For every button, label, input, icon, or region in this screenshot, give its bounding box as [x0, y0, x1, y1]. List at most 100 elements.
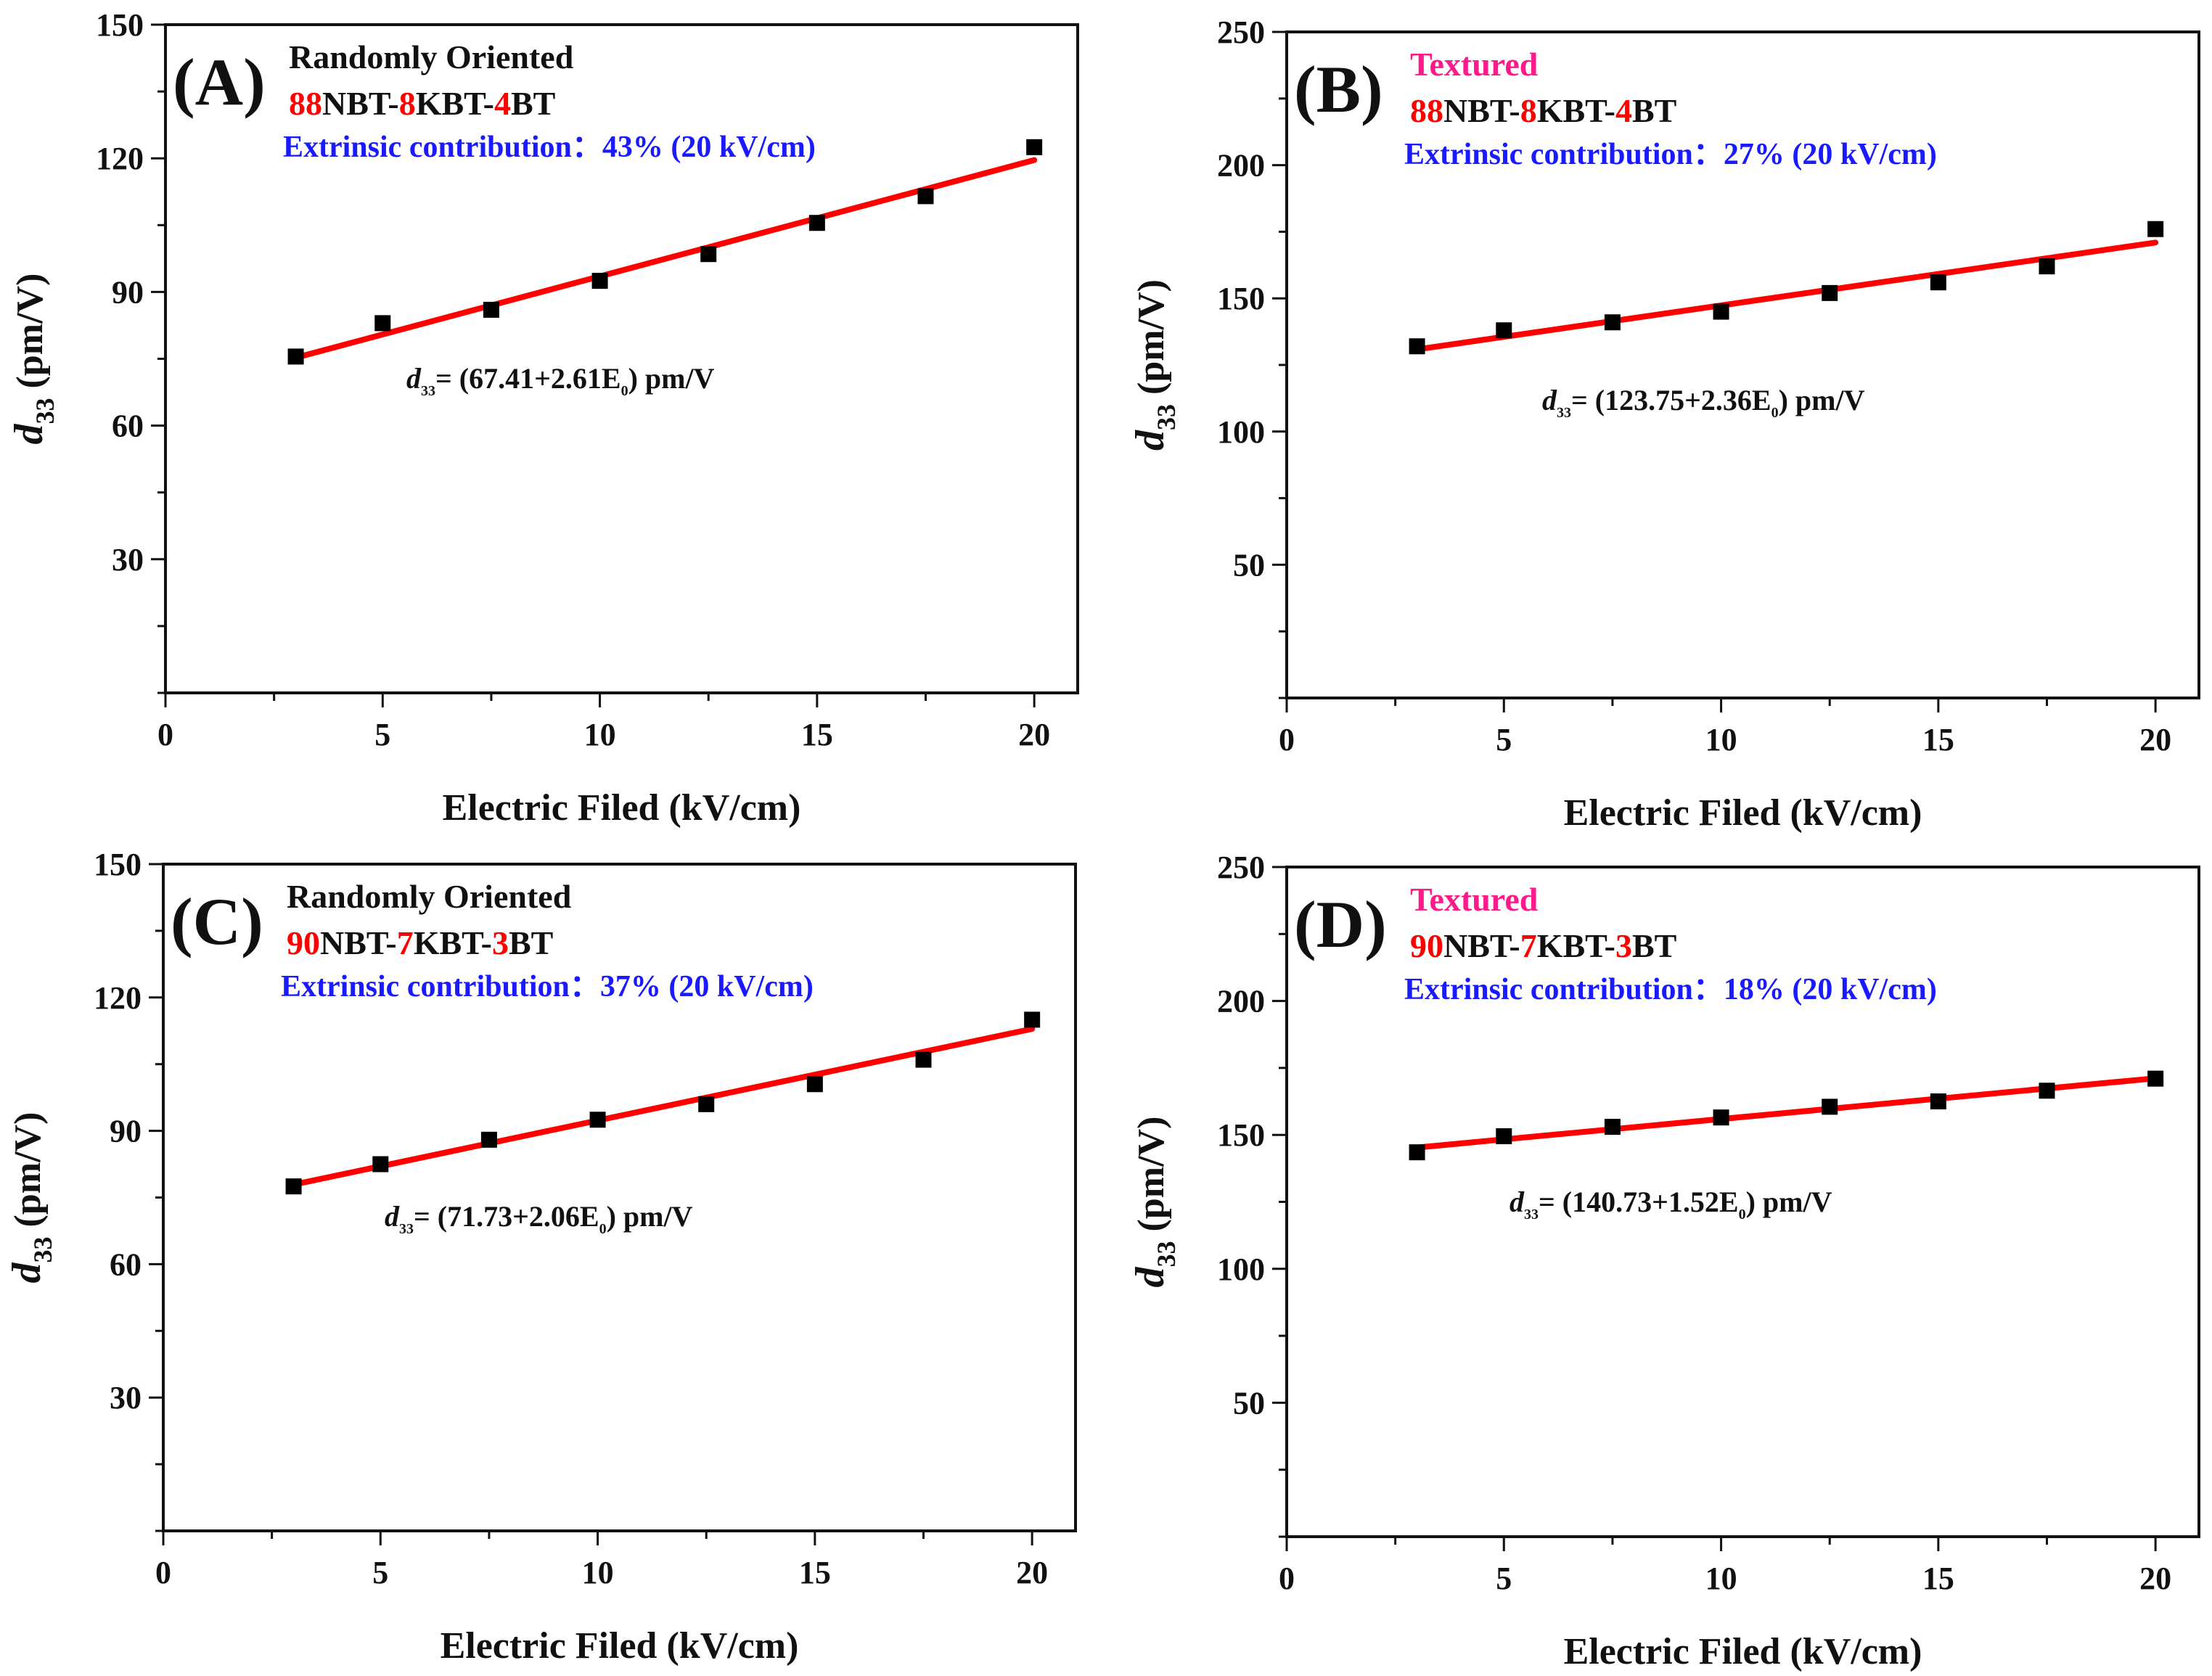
- x-axis-title: Electric Filed (kV/cm): [1564, 792, 1922, 834]
- x-tick-label: 15: [1922, 1561, 1954, 1596]
- data-point: [591, 273, 608, 289]
- x-axis-title: Electric Filed (kV/cm): [443, 787, 801, 829]
- plot-frame: [162, 863, 1077, 1532]
- panel-label: (C): [171, 884, 263, 958]
- x-tick-label: 15: [1922, 722, 1954, 757]
- fit-equation: d33= (71.73+2.06E0) pm/V: [385, 1200, 693, 1237]
- data-point: [2039, 258, 2055, 275]
- x-axis-title: Electric Filed (kV/cm): [1564, 1631, 1922, 1672]
- panel-title: Textured: [1410, 46, 1539, 83]
- composition-segment: NBT-: [320, 924, 397, 961]
- composition-segment: NBT-: [1443, 92, 1520, 129]
- data-point: [1713, 1109, 1729, 1126]
- y-tick-label: 30: [112, 542, 144, 578]
- fit-equation: d33= (140.73+1.52E0) pm/V: [1510, 1186, 1832, 1223]
- x-tick-label: 0: [1279, 1561, 1295, 1596]
- extrinsic-contribution: Extrinsic contribution：27% (20 kV/cm): [1404, 138, 1937, 171]
- panel-d: 0 5 10 15 20 50 100 150 200 250 Electric Filed (kV…: [1128, 850, 2200, 1672]
- y-axis-title-symbol: d: [4, 1262, 49, 1283]
- y-axis-title-symbol: d: [1128, 430, 1173, 451]
- equation-unit: ) pm/V: [1746, 1186, 1832, 1218]
- composition-segment: 7: [397, 924, 414, 961]
- composition-label: 88NBT-8KBT-4BT: [289, 85, 555, 122]
- equation-symbol: d: [406, 362, 422, 395]
- composition-label: 88NBT-8KBT-4BT: [1410, 92, 1676, 129]
- x-tick-label: 20: [1018, 717, 1050, 752]
- equation-symbol: d: [1542, 384, 1557, 416]
- composition-segment: 4: [1615, 92, 1632, 129]
- y-axis-title: d33 (pm/V): [7, 274, 60, 445]
- composition-segment: 90: [287, 924, 320, 961]
- data-point: [1713, 303, 1729, 320]
- data-point: [589, 1112, 606, 1128]
- x-tick-label: 5: [374, 717, 390, 752]
- data-point: [285, 1178, 302, 1195]
- panel-title: Randomly Oriented: [287, 878, 572, 915]
- data-point: [1822, 1098, 1838, 1115]
- x-tick-label: 5: [1496, 1561, 1512, 1596]
- panel-b: 0 5 10 15 20 50 100 150 200 250 Electric Filed (kV…: [1128, 15, 2200, 834]
- y-tick-label: 150: [94, 847, 142, 882]
- y-axis-title-unit: (pm/V): [9, 274, 51, 398]
- composition-segment: BT: [509, 924, 553, 961]
- composition-segment: 7: [1520, 927, 1537, 964]
- y-tick-label: 250: [1217, 15, 1265, 50]
- plot-frame: [1285, 866, 2200, 1538]
- panel-label: (A): [173, 45, 266, 119]
- extrinsic-contribution: Extrinsic contribution：18% (20 kV/cm): [1404, 973, 1937, 1006]
- data-point: [1930, 274, 1946, 291]
- x-tick-label: 15: [799, 1555, 831, 1590]
- y-axis-title-unit: (pm/V): [1131, 279, 1172, 404]
- composition-segment: NBT-: [1443, 927, 1520, 964]
- y-axis-title-unit: (pm/V): [7, 1112, 49, 1237]
- fit-equation: d33= (67.41+2.61E0) pm/V: [406, 362, 715, 399]
- fit-line: [292, 157, 1038, 361]
- composition-segment: 4: [494, 85, 511, 122]
- data-point: [2147, 1070, 2164, 1087]
- y-tick-label: 100: [1217, 414, 1265, 450]
- y-axis-title-subscript: 33: [1152, 1241, 1181, 1267]
- y-axis-title-unit: (pm/V): [1131, 1117, 1172, 1241]
- data-point: [372, 1156, 389, 1172]
- y-tick-label: 60: [112, 408, 144, 444]
- y-tick-label: 90: [112, 274, 144, 310]
- data-point: [917, 188, 934, 205]
- composition-label: 90NBT-7KBT-3BT: [1410, 927, 1676, 964]
- equation-symbol: d: [1510, 1186, 1525, 1218]
- y-tick-label: 100: [1217, 1252, 1265, 1287]
- plot-frame: [1285, 30, 2200, 699]
- x-axis-title: Electric Filed (kV/cm): [441, 1625, 799, 1667]
- y-tick-label: 60: [110, 1246, 142, 1282]
- y-axis-title: d33 (pm/V): [4, 1112, 57, 1283]
- data-point: [1604, 1119, 1621, 1135]
- x-tick-label: 10: [1705, 722, 1737, 757]
- data-point: [374, 315, 391, 332]
- equation-subscript: 33: [399, 1221, 414, 1237]
- x-tick-label: 0: [157, 717, 173, 752]
- data-point: [1024, 1011, 1041, 1028]
- x-tick-label: 20: [2139, 722, 2171, 757]
- panel-a: 0 5 10 15 20 30 60 90 120 150 Electric Filed (kV/c…: [7, 7, 1079, 829]
- y-tick-label: 150: [1217, 281, 1265, 316]
- y-tick-label: 120: [96, 141, 144, 176]
- equation-unit: ) pm/V: [628, 362, 715, 395]
- x-tick-label: 0: [155, 1555, 171, 1590]
- x-tick-label: 10: [584, 717, 616, 752]
- data-point: [1496, 322, 1512, 339]
- data-point: [806, 1076, 823, 1093]
- composition-segment: KBT-: [416, 85, 494, 122]
- composition-label: 90NBT-7KBT-3BT: [287, 924, 553, 961]
- y-axis-title: d33 (pm/V): [1128, 1117, 1181, 1288]
- equation-subscript: 0: [621, 383, 628, 399]
- y-tick-label: 50: [1233, 547, 1265, 583]
- y-axis-title: d33 (pm/V): [1128, 279, 1181, 451]
- composition-segment: BT: [1632, 92, 1676, 129]
- equation-subscript: 0: [599, 1221, 607, 1237]
- data-point: [698, 1096, 715, 1112]
- equation-body: = (123.75+2.36E: [1571, 384, 1771, 416]
- equation-subscript: 33: [1557, 405, 1571, 421]
- data-point: [700, 246, 717, 263]
- y-axis-title-subscript: 33: [30, 398, 60, 424]
- equation-body: = (67.41+2.61E: [435, 362, 621, 395]
- fit-line: [290, 1026, 1036, 1188]
